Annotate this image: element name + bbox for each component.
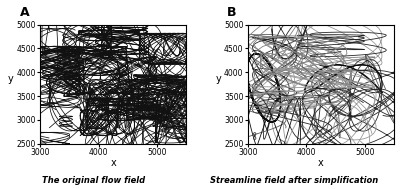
- Text: B: B: [227, 6, 237, 19]
- Text: The original flow field: The original flow field: [42, 176, 146, 185]
- Y-axis label: y: y: [216, 74, 221, 84]
- X-axis label: x: x: [318, 158, 324, 168]
- Text: Streamline field after simplification: Streamline field after simplification: [210, 176, 378, 185]
- Y-axis label: y: y: [8, 74, 14, 84]
- X-axis label: x: x: [110, 158, 116, 168]
- Text: A: A: [20, 6, 29, 19]
